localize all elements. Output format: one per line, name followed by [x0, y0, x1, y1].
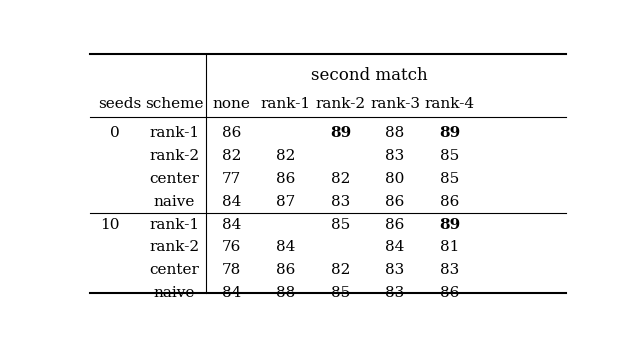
Text: 83: 83	[385, 286, 404, 300]
Text: rank-2: rank-2	[316, 97, 365, 111]
Text: 86: 86	[385, 218, 404, 232]
Text: 88: 88	[385, 126, 404, 140]
Text: center: center	[149, 263, 199, 277]
Text: 89: 89	[439, 218, 460, 232]
Text: naive: naive	[154, 286, 195, 300]
Text: 82: 82	[221, 149, 241, 163]
Text: 89: 89	[330, 126, 351, 140]
Text: 10: 10	[100, 218, 120, 232]
Text: 86: 86	[276, 263, 296, 277]
Text: 76: 76	[221, 240, 241, 255]
Text: rank-2: rank-2	[149, 149, 199, 163]
Text: 85: 85	[440, 172, 459, 186]
Text: 84: 84	[221, 218, 241, 232]
Text: 88: 88	[276, 286, 296, 300]
Text: scheme: scheme	[145, 97, 204, 111]
Text: 86: 86	[276, 172, 296, 186]
Text: 83: 83	[385, 263, 404, 277]
Text: 84: 84	[385, 240, 404, 255]
Text: second match: second match	[310, 67, 428, 84]
Text: 82: 82	[276, 149, 296, 163]
Text: 82: 82	[331, 263, 350, 277]
Text: center: center	[149, 172, 199, 186]
Text: 86: 86	[221, 126, 241, 140]
Text: 85: 85	[331, 286, 350, 300]
Text: rank-1: rank-1	[260, 97, 311, 111]
Text: rank-3: rank-3	[370, 97, 420, 111]
Text: 84: 84	[221, 286, 241, 300]
Text: 0: 0	[110, 126, 120, 140]
Text: 83: 83	[385, 149, 404, 163]
Text: 85: 85	[331, 218, 350, 232]
Text: 80: 80	[385, 172, 404, 186]
Text: 83: 83	[440, 263, 459, 277]
Text: 86: 86	[440, 286, 460, 300]
Text: 82: 82	[331, 172, 350, 186]
Text: rank-1: rank-1	[149, 126, 199, 140]
Text: rank-1: rank-1	[149, 218, 199, 232]
Text: 81: 81	[440, 240, 460, 255]
Text: 84: 84	[276, 240, 296, 255]
Text: seeds: seeds	[98, 97, 141, 111]
Text: 83: 83	[331, 195, 350, 209]
Text: 84: 84	[221, 195, 241, 209]
Text: rank-2: rank-2	[149, 240, 199, 255]
Text: 87: 87	[276, 195, 296, 209]
Text: naive: naive	[154, 195, 195, 209]
Text: 86: 86	[385, 195, 404, 209]
Text: 85: 85	[440, 149, 459, 163]
Text: none: none	[212, 97, 250, 111]
Text: 89: 89	[439, 126, 460, 140]
Text: 78: 78	[221, 263, 241, 277]
Text: rank-4: rank-4	[424, 97, 475, 111]
Text: 86: 86	[440, 195, 460, 209]
Text: 77: 77	[221, 172, 241, 186]
